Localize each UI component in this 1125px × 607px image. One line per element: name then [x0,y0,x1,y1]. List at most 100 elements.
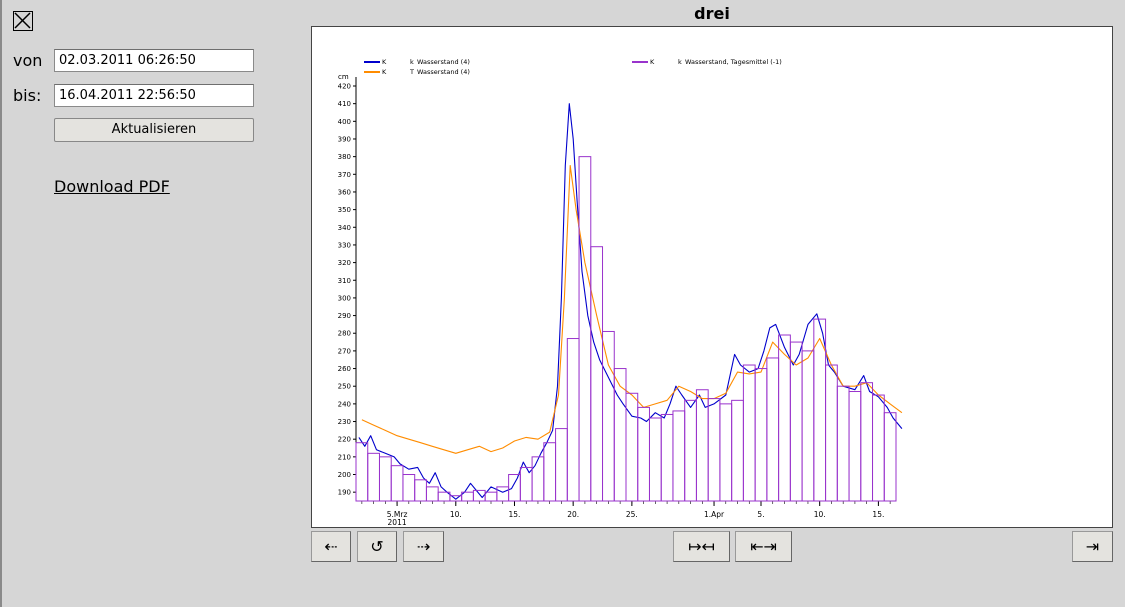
bis-label: bis: [13,86,42,105]
daily-mean-bar [508,474,521,502]
y-tick-label: 250 [338,383,351,391]
daily-mean-bar [707,398,721,502]
x-tick-label: 5. [757,510,764,519]
y-tick-label: 380 [338,153,351,161]
daily-mean-bar [496,486,510,502]
y-tick-label: 410 [338,100,351,108]
y-tick-label: 340 [338,224,351,232]
daily-mean-bar [754,368,768,502]
y-tick-label: 360 [338,188,351,196]
daily-mean-bar [637,406,650,502]
daily-mean-bar [484,491,498,502]
zoom-out-button[interactable]: ⇤⇥ [735,531,792,562]
x-tick-label: 5.Mrz [387,510,408,519]
y-tick-label: 320 [338,259,351,267]
close-box-icon[interactable] [13,11,33,31]
legend-prefix: K [650,58,655,66]
legend-mid: k [410,58,414,66]
y-tick-label: 230 [338,418,351,426]
daily-mean-bar [543,442,557,502]
x-tick-label: 20. [567,510,579,519]
daily-mean-bar [648,417,662,502]
daily-mean-bar [672,410,686,502]
x-tick-label: 10. [814,510,826,519]
bis-date-input[interactable] [54,84,254,107]
daily-mean-bar [789,341,803,502]
x-tick-sublabel: 2011 [388,518,407,527]
refresh-button[interactable]: Aktualisieren [54,118,254,142]
daily-mean-bar [660,413,674,502]
daily-mean-bar [848,391,862,502]
legend-label-1: Wasserstand (4) [417,58,470,66]
daily-mean-bar [778,334,791,502]
von-date-input[interactable] [54,49,254,72]
daily-mean-bar [390,465,404,502]
daily-mean-bar [742,364,756,502]
daily-mean-bar [578,156,592,502]
daily-mean-bar [613,368,627,502]
daily-mean-bar [378,456,392,502]
series-line-2 [361,164,903,454]
legend-label-3: Wasserstand, Tagesmittel (-1) [685,58,782,66]
von-label: von [13,51,43,70]
back-button[interactable]: ⇠ [311,531,351,562]
legend-mid: T [409,68,414,76]
daily-mean-bar [414,479,427,502]
daily-mean-bar [860,382,874,502]
y-tick-label: 280 [338,330,351,338]
x-tick-label: 15. [509,510,521,519]
y-tick-label: 220 [338,436,351,444]
x-tick-label: 15. [872,510,884,519]
forward-button[interactable]: ⇢ [403,531,444,562]
chart-panel: cm 190 200 210 220 230 240 250 260 270 280 290 300 31… [311,26,1113,528]
x-tick-label: 10. [450,510,462,519]
y-tick-label: 400 [338,118,351,126]
y-tick-label: 310 [338,277,351,285]
daily-mean-bar [566,338,580,502]
y-tick-label: 240 [338,400,351,408]
y-tick-label: 350 [338,206,351,214]
daily-mean-bar [825,364,838,502]
daily-mean-bar [602,330,615,502]
y-tick-label: 370 [338,171,351,179]
zoom-in-button[interactable]: ↦↤ [673,531,730,562]
y-tick-label: 420 [338,83,351,91]
legend-prefix: K [382,58,387,66]
y-tick-label: 330 [338,241,351,249]
x-tick-label: 25. [626,510,638,519]
daily-mean-bar [766,357,780,502]
y-tick-label: 260 [338,365,351,373]
reload-button[interactable]: ↺ [357,531,397,562]
chart-svg: cm 190 200 210 220 230 240 250 260 270 280 290 300 31… [338,58,903,527]
y-tick-label: 290 [338,312,351,320]
y-tick-label: 210 [338,453,351,461]
daily-mean-bar [402,474,416,502]
y-tick-label: 300 [338,294,351,302]
window-border [0,0,2,607]
series-line-1 [358,103,903,500]
to-end-button[interactable]: ⇥ [1072,531,1113,562]
y-tick-label: 270 [338,347,351,355]
y-axis-unit-label: cm [338,73,349,81]
daily-mean-bar [519,466,533,502]
chart-title: drei [694,4,730,23]
y-tick-label: 190 [338,489,351,497]
x-tick-label: 1.Apr [704,510,725,519]
legend-prefix: K [382,68,387,76]
daily-mean-bar [555,428,568,502]
daily-mean-bar [836,385,850,502]
download-pdf-link[interactable]: Download PDF [54,177,170,196]
daily-mean-bar [801,350,815,502]
y-tick-label: 390 [338,135,351,143]
daily-mean-bar [684,399,697,502]
legend-mid: k [678,58,682,66]
daily-mean-bar [625,392,639,502]
daily-mean-bar [355,442,369,502]
daily-mean-bar [883,412,897,502]
daily-mean-bar [719,403,733,502]
daily-mean-bar [731,399,744,502]
legend-label-2: Wasserstand (4) [417,68,470,76]
daily-mean-bar [425,486,439,502]
daily-mean-bar [590,246,604,502]
daily-mean-bar [531,456,545,502]
